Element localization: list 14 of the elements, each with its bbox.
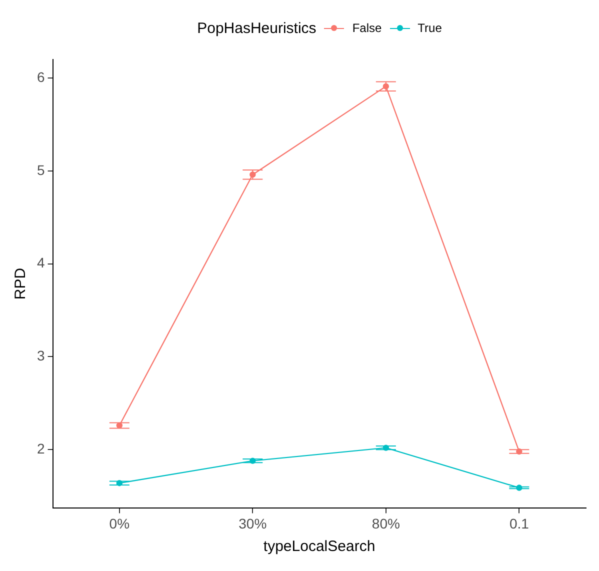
x-tick-label: 0.1	[509, 515, 530, 532]
y-tick-label: 4	[36, 254, 45, 271]
y-tick-label: 3	[36, 348, 45, 364]
legend-title: PopHasHeuristics	[197, 20, 316, 36]
y-tick-label: 6	[36, 68, 45, 85]
y-axis-title: RPD	[12, 268, 30, 300]
x-tick-label: 0%	[109, 515, 130, 532]
legend-label: False	[352, 21, 382, 35]
y-tick-label: 2	[36, 440, 45, 457]
x-axis-title: typeLocalSearch	[263, 538, 376, 556]
x-tick-label: 30%	[238, 515, 267, 532]
x-tick-label: 80%	[372, 515, 400, 532]
y-tick-label: 5	[36, 162, 45, 178]
legend-label: True	[418, 21, 442, 35]
